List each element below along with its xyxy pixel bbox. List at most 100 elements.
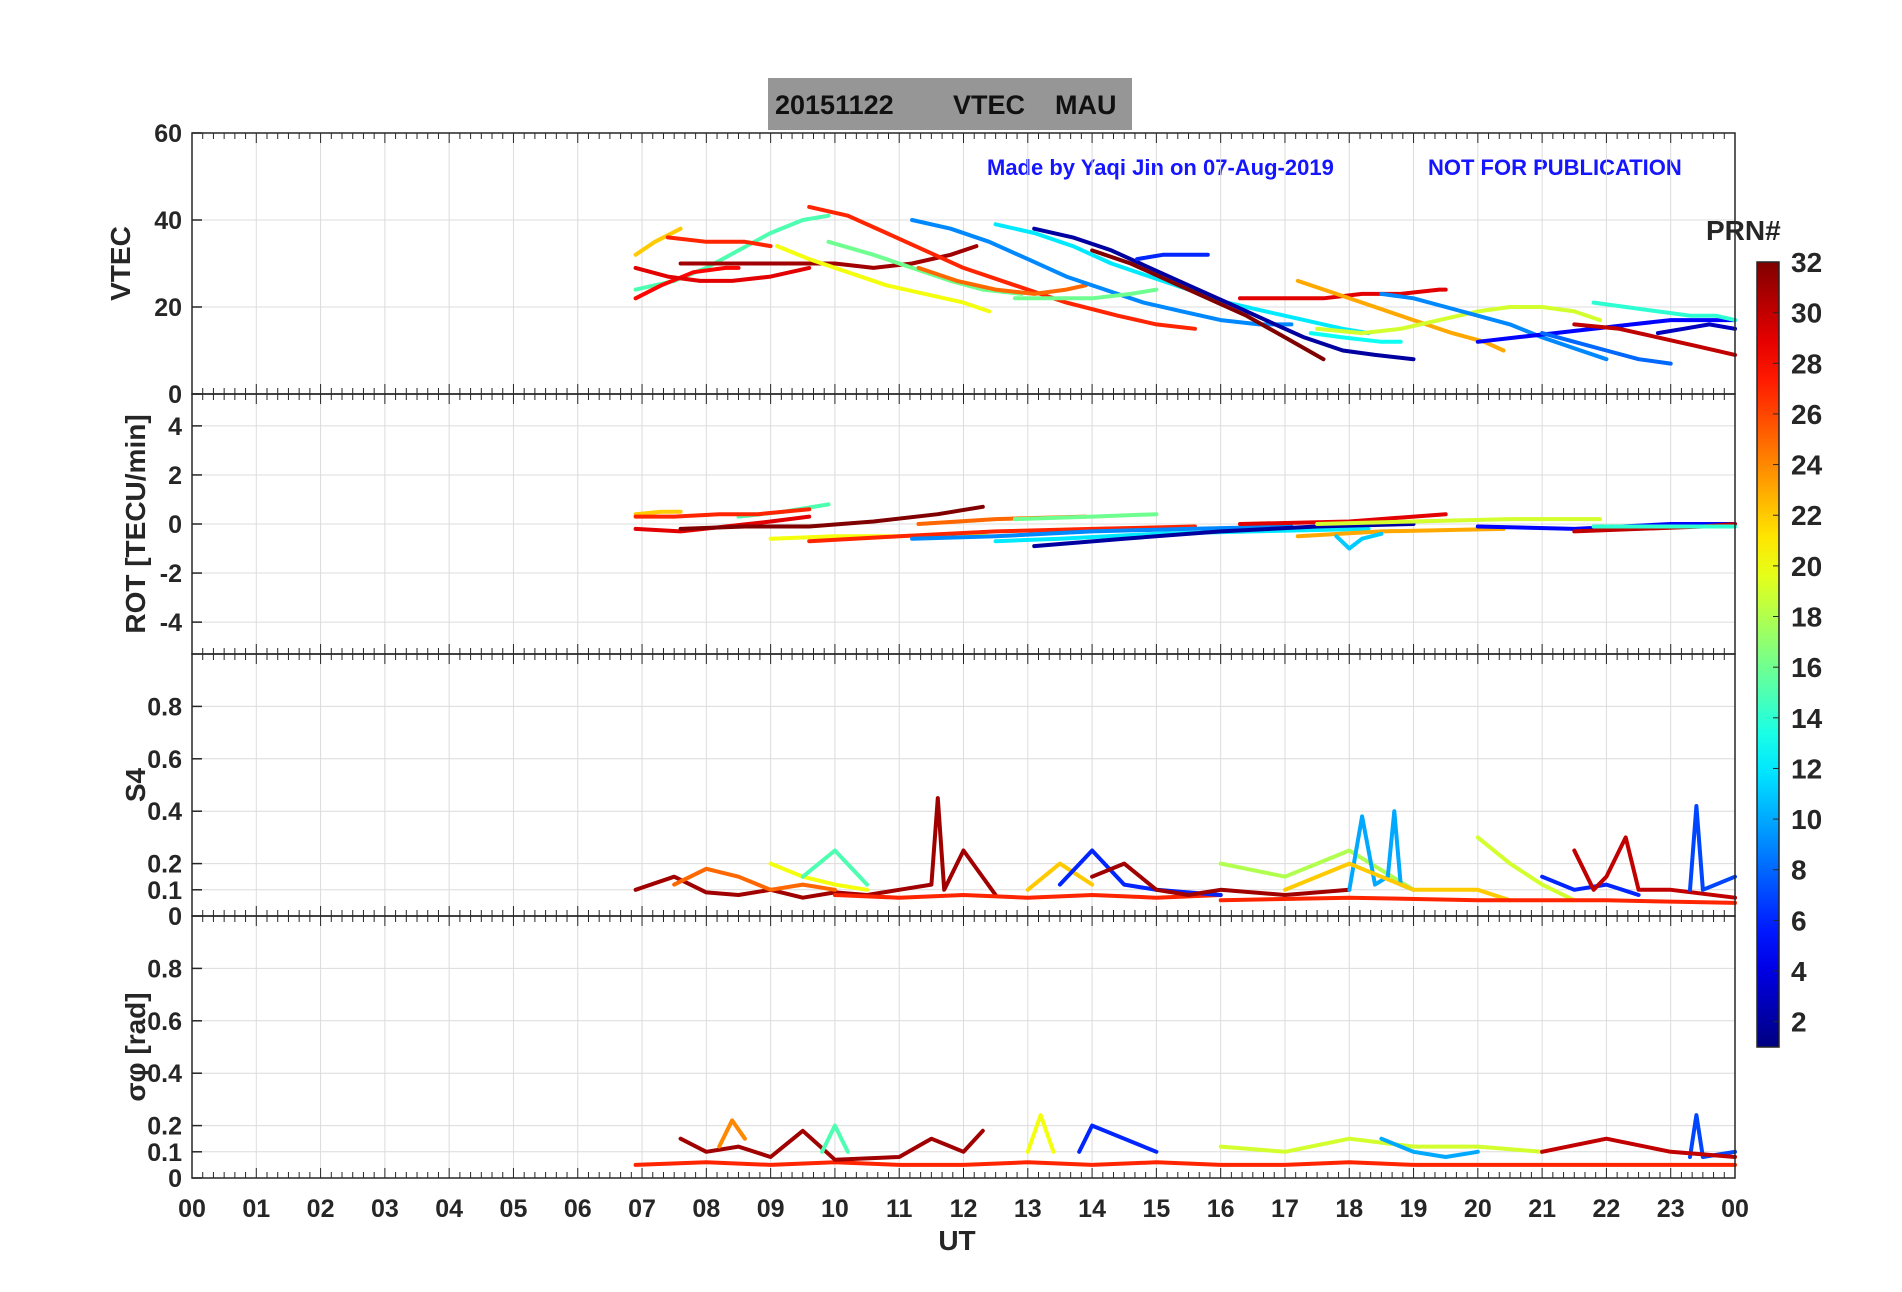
series-line-prn-15 xyxy=(800,848,870,887)
y-tick-label: 4 xyxy=(168,413,182,441)
note-publication: NOT FOR PUBLICATION xyxy=(1428,155,1682,180)
colorbar-tick-label: 4 xyxy=(1791,956,1807,987)
colorbar-tick-label: 14 xyxy=(1791,703,1823,734)
x-tick-label: 04 xyxy=(435,1195,463,1223)
y-axis-label: ROT [TECU/min] xyxy=(120,414,151,633)
series-line-prn-18 xyxy=(1218,848,1416,892)
panel-1: 0 20 40 60 VTEC xyxy=(105,120,1737,409)
colorbar-tick-label: 24 xyxy=(1791,450,1823,481)
series-line-prn-9 xyxy=(1379,291,1609,362)
series-line-prn-22 xyxy=(633,509,683,517)
series-line-prn-15 xyxy=(633,213,831,292)
title-group: 20151122 VTEC MAU xyxy=(768,78,1132,130)
x-tick-label: 05 xyxy=(500,1195,528,1223)
panel-3: 00.10.2 0.4 0.6 0.8 S4 xyxy=(120,653,1737,931)
series-line-prn-29 xyxy=(633,265,812,283)
y-tick-label: 0.2 xyxy=(147,851,182,879)
x-tick-label: 22 xyxy=(1593,1195,1621,1223)
x-tick-label: 17 xyxy=(1271,1195,1299,1223)
colorbar-tick-label: 10 xyxy=(1791,804,1822,835)
series-line-prn-13 xyxy=(1308,331,1403,344)
colorbar-tick-label: 16 xyxy=(1791,652,1822,683)
series-line-prn-27 xyxy=(665,235,773,249)
y-tick-label: -2 xyxy=(160,560,182,588)
series-line-prn-16 xyxy=(826,239,1024,296)
y-tick-label: 0.6 xyxy=(147,746,182,774)
series-line-prn-6 xyxy=(1077,1123,1159,1154)
series-line-prn-27 xyxy=(633,507,812,519)
y-tick-label: 0 xyxy=(168,511,182,539)
colorbar-tick-label: 18 xyxy=(1791,602,1822,633)
series-line-prn-31 xyxy=(1090,861,1352,897)
y-tick-label: 0.1 xyxy=(147,877,182,905)
y-tick-label: 0.2 xyxy=(147,1113,182,1141)
y-tick-label: 0.6 xyxy=(147,1008,182,1036)
panel-4: 00.10.2 0.4 0.6 0.8 σφ [rad] xyxy=(120,915,1737,1193)
series-line-prn-24 xyxy=(717,1118,747,1149)
colorbar-tick-label: 26 xyxy=(1791,399,1822,430)
series-line-prn-19 xyxy=(1218,1136,1545,1154)
series-line-prn-27 xyxy=(633,1160,1737,1167)
series-line-prn-10 xyxy=(1379,1136,1480,1159)
series-line-prn-20 xyxy=(1025,1113,1056,1154)
series-line-prn-15 xyxy=(820,1123,850,1154)
x-tick-label: 14 xyxy=(1078,1195,1106,1223)
y-tick-label: 60 xyxy=(154,120,182,148)
x-tick-label: 01 xyxy=(242,1195,270,1223)
note-made-by: Made by Yaqi Jin on 07-Aug-2019 xyxy=(987,155,1334,180)
x-tick-label: 07 xyxy=(628,1195,656,1223)
colorbar-tick-label: 30 xyxy=(1791,298,1822,329)
series-line-prn-30 xyxy=(1540,1136,1737,1159)
series-line-prn-12 xyxy=(993,526,1371,544)
series-line-prn-22 xyxy=(633,226,683,257)
colorbar-tick-label: 22 xyxy=(1791,500,1822,531)
series-line-prn-27 xyxy=(807,524,1197,544)
colorbar-label: PRN# xyxy=(1706,215,1781,246)
series-line-prn-16 xyxy=(1012,287,1159,301)
x-tick-label: 21 xyxy=(1528,1195,1556,1223)
series-line-prn-20 xyxy=(768,861,870,892)
series-line-prn-22 xyxy=(1283,861,1512,903)
colorbar-tick-label: 28 xyxy=(1791,348,1822,379)
y-tick-label: -4 xyxy=(160,609,182,637)
series-line-prn-9 xyxy=(910,524,1294,541)
series-line-prn-32 xyxy=(678,504,985,531)
series-line-prn-25 xyxy=(916,265,1088,296)
x-tick-label: 12 xyxy=(950,1195,978,1223)
panel-frame xyxy=(191,915,1736,1179)
x-tick-label: 06 xyxy=(564,1195,592,1223)
x-tick-label: 00 xyxy=(178,1195,206,1223)
title-var: VTEC xyxy=(953,90,1025,120)
series-line-prn-19 xyxy=(1315,305,1602,336)
colorbar-tick-label: 20 xyxy=(1791,551,1822,582)
series-line-prn-3 xyxy=(1655,322,1737,336)
x-axis: 00 01 02 03 04 05 06 07 08 09 10 11 12 13 14 15 16 17 18 19… xyxy=(178,1195,1749,1223)
series-line-prn-19 xyxy=(1475,835,1577,903)
series-line-prn-9 xyxy=(910,218,1294,327)
series-line-prn-20 xyxy=(775,244,992,314)
series-line-prn-11 xyxy=(1334,531,1384,551)
title-box xyxy=(768,78,1132,130)
y-tick-label: 40 xyxy=(154,207,182,235)
x-tick-label: 08 xyxy=(692,1195,720,1223)
y-tick-label: 0.8 xyxy=(147,693,182,721)
colorbar-bar xyxy=(1756,261,1780,1048)
series-line-prn-27 xyxy=(807,204,1197,331)
y-tick-label: 0.4 xyxy=(147,798,182,826)
series-line-prn-31 xyxy=(678,1128,985,1162)
series-line-prn-27 xyxy=(1218,895,1737,905)
x-tick-label: 09 xyxy=(757,1195,785,1223)
y-tick-label: 0 xyxy=(168,1165,182,1193)
series-line-prn-30 xyxy=(1572,322,1737,357)
y-tick-label: 0 xyxy=(168,903,182,931)
colorbar-tick-label: 2 xyxy=(1791,1007,1807,1038)
x-tick-label: 11 xyxy=(886,1195,913,1223)
panel-2: -4 -2 0 2 4 ROT [TECU/min] xyxy=(120,393,1737,655)
x-axis-label: UT xyxy=(938,1225,975,1256)
series-line-prn-6 xyxy=(1057,848,1223,897)
series-line-prn-27 xyxy=(832,893,1223,900)
x-tick-label: 19 xyxy=(1400,1195,1428,1223)
